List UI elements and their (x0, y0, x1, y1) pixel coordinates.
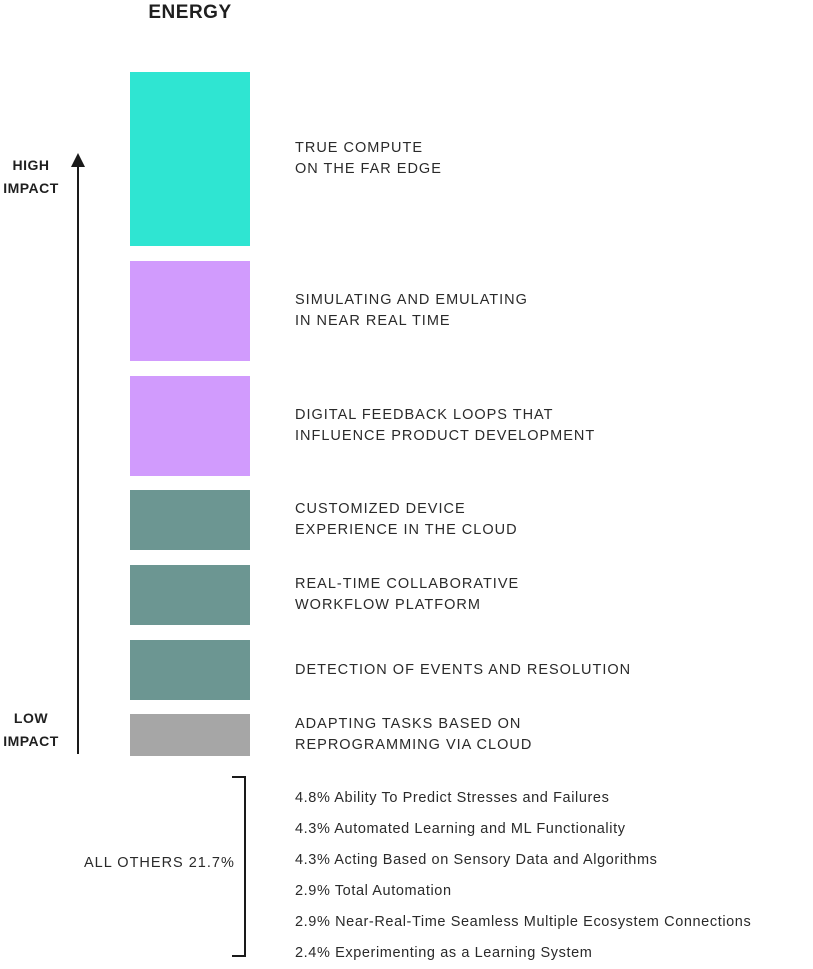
list-item: 4.3% Acting Based on Sensory Data and Al… (295, 852, 658, 868)
label-true-compute: TRUE COMPUTE ON THE FAR EDGE (295, 138, 795, 180)
block-real-time-collaborative (130, 565, 250, 625)
arrow-up-icon (71, 153, 85, 167)
block-detection-of-events (130, 640, 250, 700)
label-line: TRUE COMPUTE (295, 140, 423, 156)
label-line: REAL-TIME COLLABORATIVE (295, 576, 520, 592)
list-item: 2.4% Experimenting as a Learning System (295, 945, 593, 961)
label-line: WORKFLOW PLATFORM (295, 597, 481, 613)
label-line: ON THE FAR EDGE (295, 161, 442, 177)
block-simulating (130, 261, 250, 361)
list-item: 4.8% Ability To Predict Stresses and Fai… (295, 790, 610, 806)
label-line: SIMULATING AND EMULATING (295, 292, 528, 308)
others-total-label: ALL OTHERS 21.7% (84, 855, 235, 871)
block-true-compute (130, 72, 250, 246)
high-impact-line-2: IMPACT (3, 180, 59, 196)
label-customized-device: CUSTOMIZED DEVICE EXPERIENCE IN THE CLOU… (295, 499, 795, 541)
high-impact-line-1: HIGH (12, 157, 50, 173)
label-line: IN NEAR REAL TIME (295, 313, 451, 329)
label-line: DETECTION OF EVENTS AND RESOLUTION (295, 662, 632, 678)
label-digital-feedback: DIGITAL FEEDBACK LOOPS THAT INFLUENCE PR… (295, 405, 795, 447)
label-simulating: SIMULATING AND EMULATING IN NEAR REAL TI… (295, 290, 795, 332)
block-adapting-tasks (130, 714, 250, 756)
label-detection-of-events: DETECTION OF EVENTS AND RESOLUTION (295, 660, 795, 681)
low-impact-line-2: IMPACT (3, 733, 59, 749)
block-customized-device (130, 490, 250, 550)
label-real-time-collaborative: REAL-TIME COLLABORATIVE WORKFLOW PLATFOR… (295, 574, 795, 616)
label-line: INFLUENCE PRODUCT DEVELOPMENT (295, 428, 596, 444)
label-line: REPROGRAMMING VIA CLOUD (295, 737, 533, 753)
high-impact-label: HIGH IMPACT (0, 154, 62, 200)
list-item: 4.3% Automated Learning and ML Functiona… (295, 821, 626, 837)
diagram-title: ENERGY (148, 2, 232, 23)
low-impact-line-1: LOW (13, 710, 49, 726)
others-list: 4.8% Ability To Predict Stresses and Fai… (295, 783, 751, 969)
label-line: EXPERIENCE IN THE CLOUD (295, 522, 518, 538)
list-item: 2.9% Total Automation (295, 883, 452, 899)
others-bracket (232, 776, 246, 957)
label-adapting-tasks: ADAPTING TASKS BASED ON REPROGRAMMING VI… (295, 714, 795, 756)
list-item: 2.9% Near-Real-Time Seamless Multiple Ec… (295, 914, 752, 930)
block-digital-feedback (130, 376, 250, 476)
label-line: ADAPTING TASKS BASED ON (295, 716, 522, 732)
impact-arrow-shaft (77, 166, 79, 754)
low-impact-label: LOW IMPACT (0, 707, 62, 753)
label-line: CUSTOMIZED DEVICE (295, 501, 466, 517)
label-line: DIGITAL FEEDBACK LOOPS THAT (295, 407, 554, 423)
